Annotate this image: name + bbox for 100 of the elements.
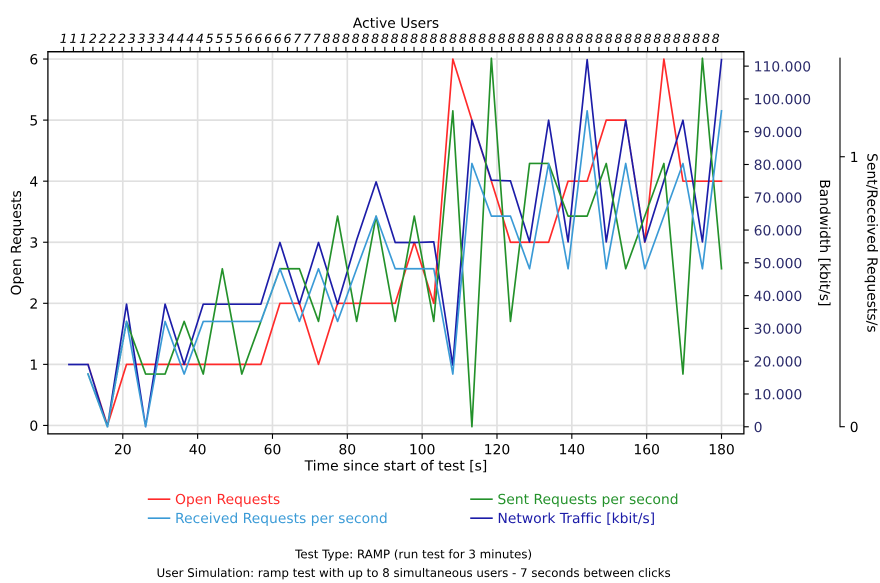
text: 8 <box>673 34 680 44</box>
legend-label: Open Requests <box>176 494 280 507</box>
text: 7 <box>294 34 302 43</box>
text: 8 <box>468 34 476 44</box>
x-axis-title: Time since start of test [s] <box>304 460 486 472</box>
y2-tick-label: 110.000 <box>755 61 810 72</box>
text: 6 <box>264 34 272 44</box>
text: 1 <box>70 34 76 43</box>
legend-label: Received Requests per second <box>176 512 386 526</box>
text: 6 <box>255 34 262 44</box>
text: 6 <box>245 34 252 44</box>
x-tick-label: 100 <box>410 444 434 454</box>
x-tick-label: 40 <box>189 444 206 454</box>
y-tick-label: 1 <box>30 360 37 370</box>
y-tick-label: 2 <box>30 298 37 309</box>
y2-tick-label: 60.000 <box>754 225 802 236</box>
text: 8 <box>332 34 340 44</box>
y2-tick-label: 80.000 <box>754 159 802 170</box>
y2-tick-label: 10.000 <box>755 388 802 400</box>
y-axis-title: Open Requests <box>10 190 24 295</box>
x-tick-label: 160 <box>634 444 659 454</box>
y2-tick-label: 90.000 <box>754 126 802 138</box>
text: 8 <box>372 34 379 44</box>
text: 8 <box>390 34 398 44</box>
text: 8 <box>527 34 534 44</box>
text: 8 <box>362 34 369 44</box>
text: 3 <box>147 34 154 44</box>
text: 6 <box>274 34 282 44</box>
text: 8 <box>682 34 690 44</box>
text: 8 <box>624 34 632 44</box>
y3-tick-label: 0 <box>850 422 858 432</box>
y2-tick-label: 30.000 <box>754 323 802 334</box>
text: 8 <box>576 34 583 44</box>
y2-axis-title: Bandwidth [kbit/s] <box>818 180 831 306</box>
text: 8 <box>459 34 466 44</box>
x-tick-label: 180 <box>710 444 734 454</box>
y-tick-label: 3 <box>30 237 38 248</box>
text: Test Type: RAMP (run test for 3 minutes) <box>295 549 532 561</box>
y-tick-label: 6 <box>30 54 38 65</box>
text: 1 <box>60 34 66 43</box>
text: 8 <box>478 34 486 44</box>
y2-tick-label: 0 <box>754 422 762 432</box>
text: 8 <box>381 34 388 44</box>
x-tick-label: 120 <box>485 444 510 454</box>
text: 8 <box>352 34 360 44</box>
y-tick-label: 5 <box>30 115 38 126</box>
text: 5 <box>216 34 223 44</box>
text: 8 <box>400 34 408 44</box>
text: 8 <box>566 34 574 44</box>
text: 8 <box>508 34 515 44</box>
text: 8 <box>498 34 506 44</box>
text: 8 <box>595 34 602 44</box>
text: 8 <box>430 34 437 44</box>
x-tick-label: 80 <box>339 444 356 454</box>
text: 5 <box>235 34 242 44</box>
y2-tick-label: 50.000 <box>754 258 802 268</box>
text: 1 <box>80 34 86 43</box>
y2-tick-label: 20.000 <box>754 356 802 367</box>
y2-tick-label: 100.000 <box>755 94 810 104</box>
text: 2 <box>108 34 116 43</box>
text: 8 <box>712 34 720 44</box>
text: 8 <box>420 34 428 44</box>
text: 8 <box>536 34 544 44</box>
text: 2 <box>118 34 126 43</box>
y2-tick-label: 70.000 <box>754 192 802 203</box>
text: 3 <box>128 34 135 44</box>
x-tick-label: 60 <box>264 444 280 454</box>
text: 8 <box>556 34 564 44</box>
text: 8 <box>663 34 670 44</box>
text: 8 <box>546 34 554 44</box>
text: 8 <box>634 34 642 44</box>
y3-axis-title: Sent/Received Requests/s <box>864 154 878 332</box>
legend-label: Sent Requests per second <box>498 493 678 507</box>
text: 8 <box>322 34 330 44</box>
text: 8 <box>449 34 456 44</box>
text: 8 <box>614 34 622 44</box>
y2-tick-label: 40.000 <box>754 290 802 302</box>
text: 6 <box>284 34 291 44</box>
y-tick-label: 4 <box>30 176 38 186</box>
text: 8 <box>342 34 350 44</box>
x-tick-label: 20 <box>114 444 131 454</box>
text: 5 <box>225 34 232 44</box>
text: 4 <box>196 34 204 43</box>
text: 8 <box>518 34 524 44</box>
text: 8 <box>440 34 447 44</box>
text: 7 <box>314 34 321 43</box>
text: 3 <box>157 34 164 44</box>
text: 5 <box>206 34 213 44</box>
text: 8 <box>644 34 652 44</box>
text: 8 <box>410 34 418 44</box>
text: 8 <box>488 34 496 44</box>
x-tick-label: 140 <box>560 444 584 454</box>
text: 8 <box>692 34 700 44</box>
text: 4 <box>186 34 194 43</box>
text: 8 <box>605 34 612 44</box>
text: 3 <box>138 34 145 44</box>
text: 4 <box>166 34 174 43</box>
text: 7 <box>304 34 311 43</box>
text: 2 <box>88 34 96 43</box>
text: 4 <box>176 34 184 43</box>
